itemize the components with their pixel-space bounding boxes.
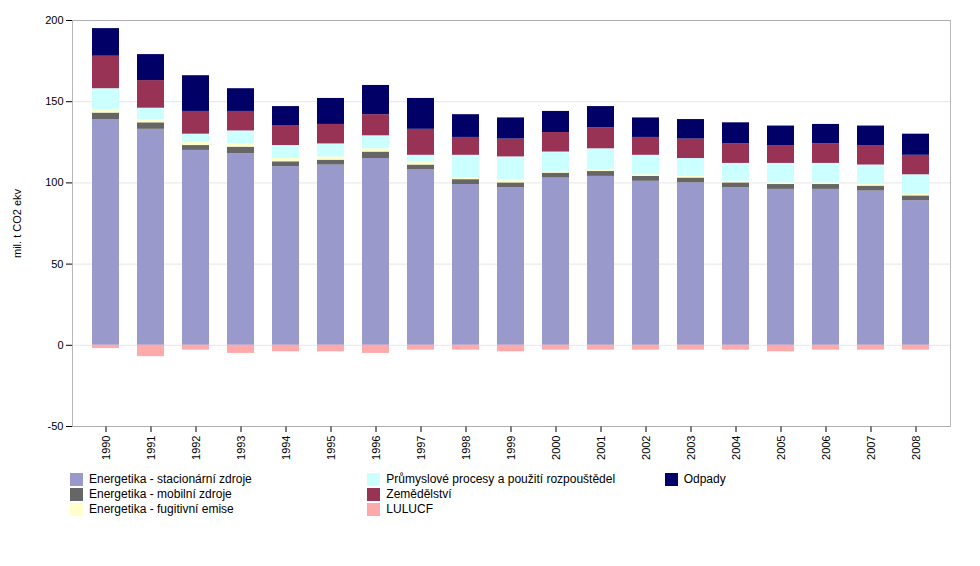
svg-text:1999: 1999 xyxy=(505,436,517,460)
html-text:Energetika - mobilní zdroje: Energetika - mobilní zdroje xyxy=(89,487,232,501)
svg-text:50: 50 xyxy=(51,258,63,270)
svg-text:2006: 2006 xyxy=(820,436,832,460)
svg-text:1996: 1996 xyxy=(370,436,382,460)
html-text:Zemědělství: Zemědělství xyxy=(386,487,452,501)
svg-text:2003: 2003 xyxy=(685,436,697,460)
svg-text:1990: 1990 xyxy=(100,436,112,460)
html-text:Energetika - fugitivní emise: Energetika - fugitivní emise xyxy=(89,502,234,516)
html-text:Odpady: Odpady xyxy=(683,472,726,486)
svg-text:1997: 1997 xyxy=(415,436,427,460)
svg-text:1995: 1995 xyxy=(325,436,337,460)
svg-text:0: 0 xyxy=(57,339,63,351)
svg-text:2005: 2005 xyxy=(775,436,787,460)
svg-text:1992: 1992 xyxy=(190,436,202,460)
svg-text:2001: 2001 xyxy=(595,436,607,460)
html-text:Energetika - stacionární zdroj: Energetika - stacionární zdroje xyxy=(89,472,252,486)
svg-text:1994: 1994 xyxy=(280,436,292,460)
svg-text:2004: 2004 xyxy=(730,436,742,460)
svg-text:100: 100 xyxy=(45,176,63,188)
html-text:Průmyslové procesy a použití r: Průmyslové procesy a použití rozpouštěde… xyxy=(386,472,616,486)
svg-text:1998: 1998 xyxy=(460,436,472,460)
svg-text:mil. t CO2 ekv: mil. t CO2 ekv xyxy=(11,188,23,258)
svg-text:2002: 2002 xyxy=(640,436,652,460)
svg-text:2008: 2008 xyxy=(910,436,922,460)
svg-text:2000: 2000 xyxy=(550,436,562,460)
html-text:LULUCF: LULUCF xyxy=(386,502,433,516)
svg-text:150: 150 xyxy=(45,95,63,107)
svg-text:2007: 2007 xyxy=(865,436,877,460)
svg-text:200: 200 xyxy=(45,14,63,26)
svg-text:1991: 1991 xyxy=(145,436,157,460)
svg-text:-50: -50 xyxy=(48,420,64,432)
svg-text:1993: 1993 xyxy=(235,436,247,460)
